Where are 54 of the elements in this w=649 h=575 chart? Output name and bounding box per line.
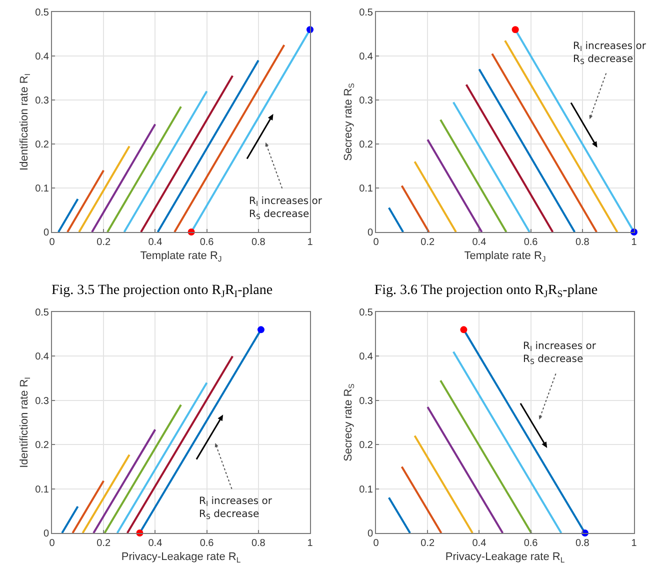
x-tick-label: 0.2 xyxy=(96,538,111,549)
y-tick-label: 0.3 xyxy=(35,96,50,106)
x-tick-label: 1 xyxy=(307,237,314,248)
y-tick-label: 0.4 xyxy=(35,52,50,62)
x-tick-label: 0.4 xyxy=(472,538,487,549)
y-tick-label: 0.4 xyxy=(35,352,50,363)
annotation: R$_{I}$ increases or R$_{S}$ decrease xyxy=(249,196,323,222)
annotation: R$_{I}$ increases or R$_{S}$ decrease xyxy=(573,41,647,66)
x-tick-label: 0.6 xyxy=(200,538,214,549)
text: Fig. 3.5 The projection onto R$_{J}$R$_{I}$-plane xyxy=(51,283,273,300)
annotation: R$_{I}$ increases or R$_{S}$ decrease xyxy=(523,341,597,366)
x-axis-title: Privacy-Leakage rate R$_{L}$ xyxy=(121,551,242,565)
y-tick-label: 0.4 xyxy=(359,52,374,62)
y-tick-label: 0 xyxy=(43,528,50,540)
x-tick-label: 0.2 xyxy=(420,237,435,248)
y-tick-label: 0 xyxy=(367,228,374,238)
y-tick-label: 0.4 xyxy=(359,352,374,363)
x-tick-label: 0.8 xyxy=(251,538,266,549)
y-tick-label: 0.5 xyxy=(359,8,374,18)
x-axis-title: Template rate R$_{J}$ xyxy=(140,250,222,264)
x-tick-label: 0.8 xyxy=(251,237,266,248)
x-tick-label: 1 xyxy=(631,237,638,248)
y-tick-label: 0.2 xyxy=(35,140,50,150)
y-tick-label: 0.1 xyxy=(35,484,50,496)
x-tick-label: 0.8 xyxy=(575,538,590,549)
x-axis-title: Template rate R$_{J}$ xyxy=(464,250,546,264)
x-tick-label: 0.6 xyxy=(200,237,214,248)
y-tick-label: 0.2 xyxy=(359,140,374,150)
x-axis-title: Privacy-Leakage rate R$_{L}$ xyxy=(445,551,566,565)
y-tick-label: 0.3 xyxy=(359,396,374,407)
y-tick-label: 0 xyxy=(367,528,374,540)
x-tick-label: 0.4 xyxy=(472,237,487,248)
y-tick-label: 0.3 xyxy=(35,396,50,407)
y-tick-label: 0.5 xyxy=(35,308,50,318)
y-tick-label: 0.5 xyxy=(35,8,50,18)
y-tick-label: 0.5 xyxy=(359,308,374,318)
x-tick-label: 1 xyxy=(631,538,638,549)
x-tick-label: 0.6 xyxy=(524,538,538,549)
y-tick-label: 0.3 xyxy=(359,96,374,106)
annotation: R$_{I}$ increases or R$_{S}$ decrease xyxy=(199,496,273,522)
text: Fig. 3.6 The projection onto R$_{J}$R$_{S}$-plane xyxy=(374,283,598,300)
y-tick-label: 0 xyxy=(43,228,50,238)
x-tick-label: 0.2 xyxy=(420,538,435,549)
y-tick-label: 0.1 xyxy=(35,184,50,194)
x-tick-label: 0.4 xyxy=(148,237,163,248)
y-tick-label: 0.2 xyxy=(35,440,50,452)
x-tick-label: 0.8 xyxy=(575,237,590,248)
y-tick-label: 0.1 xyxy=(359,184,374,194)
x-tick-label: 1 xyxy=(307,538,314,549)
x-tick-label: 0.6 xyxy=(524,237,538,248)
x-tick-label: 0.2 xyxy=(96,237,111,248)
y-tick-label: 0.2 xyxy=(359,440,374,452)
y-tick-label: 0.1 xyxy=(359,484,374,496)
x-tick-label: 0.4 xyxy=(148,538,163,549)
